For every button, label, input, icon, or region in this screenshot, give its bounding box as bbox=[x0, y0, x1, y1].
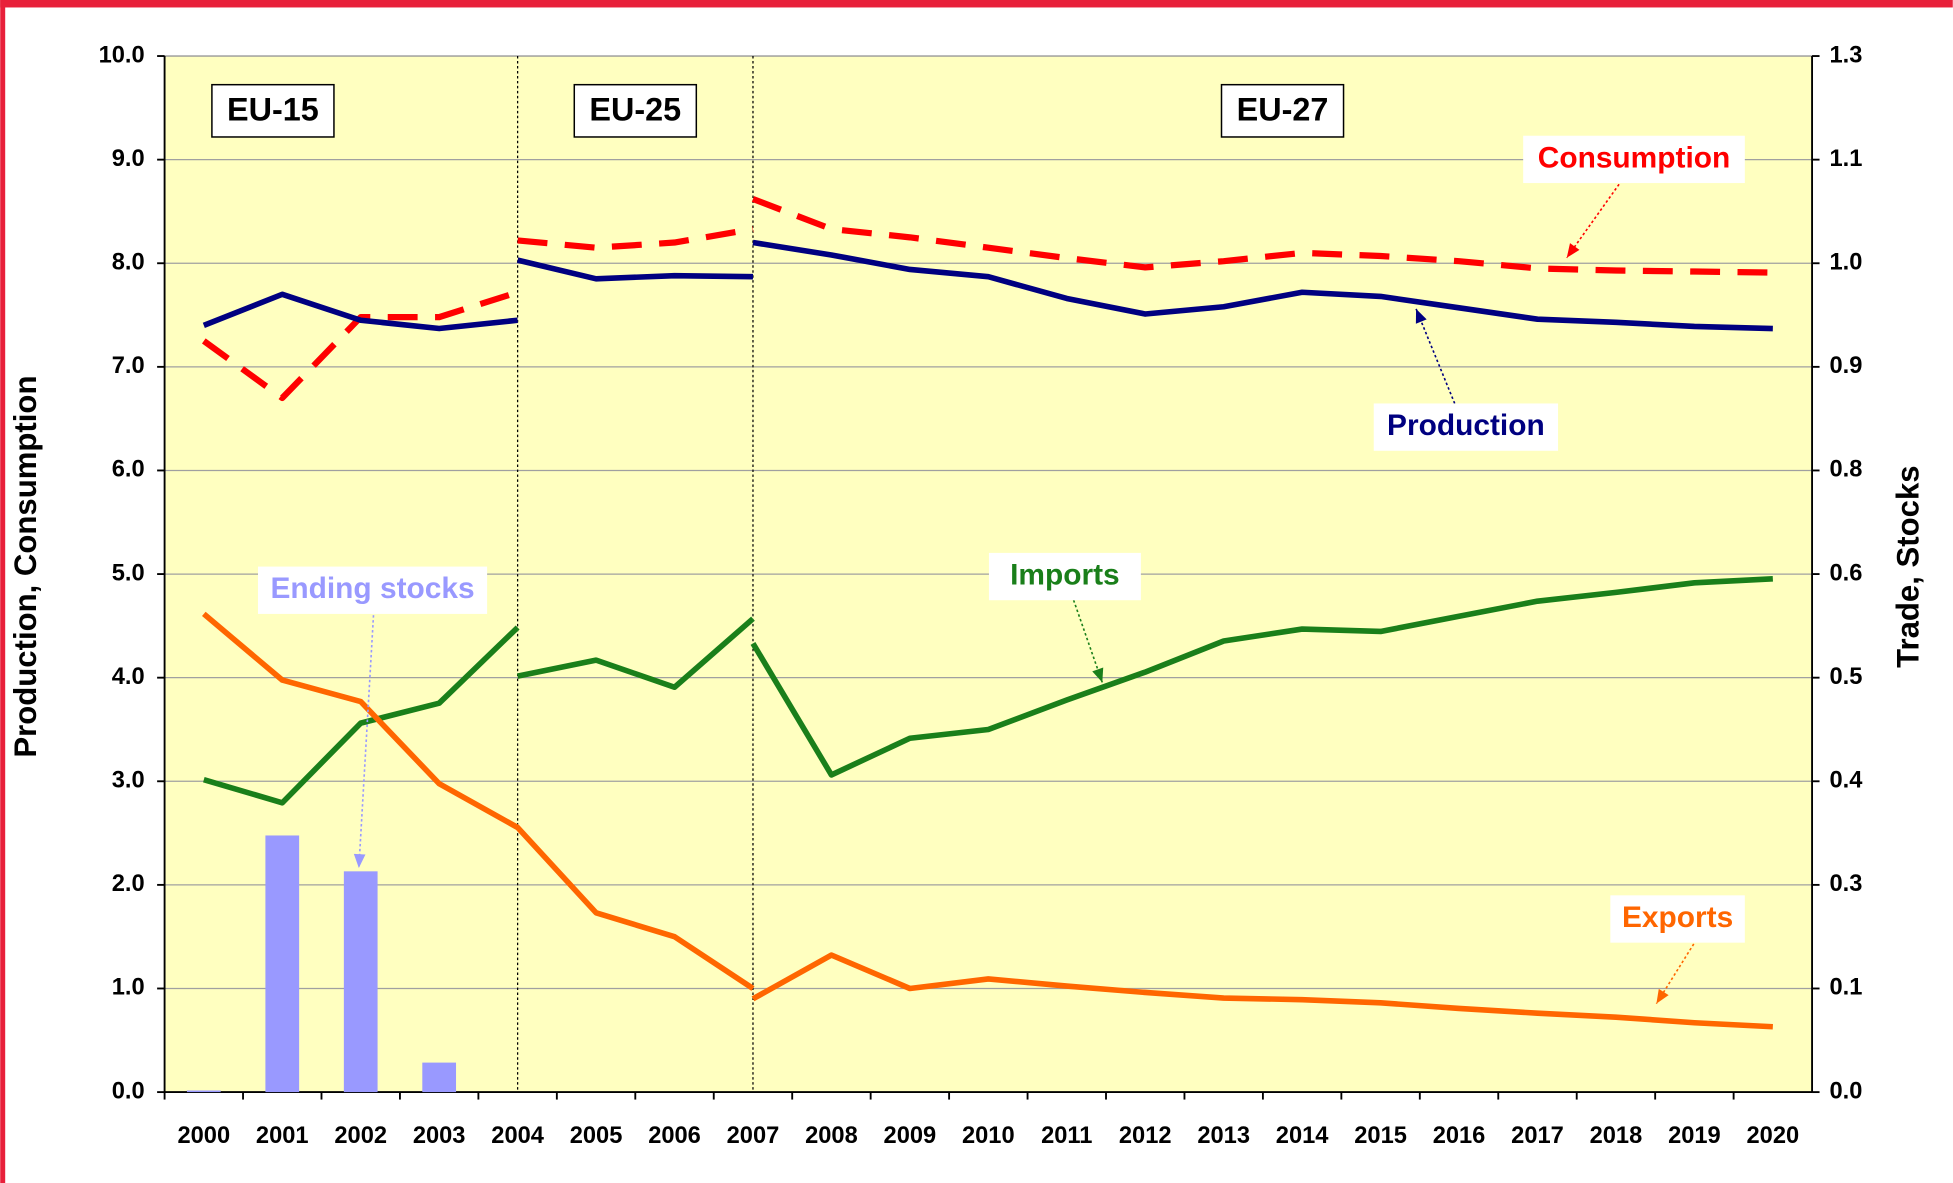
annotation-box bbox=[988, 552, 1141, 601]
y-tick-label: 8.0 bbox=[112, 249, 145, 275]
y2-tick-label: 0.8 bbox=[1830, 457, 1863, 483]
bar bbox=[186, 1090, 221, 1093]
series-line bbox=[202, 239, 1773, 332]
annotation-box bbox=[1610, 895, 1745, 943]
annotation-arrow bbox=[358, 610, 375, 868]
x-tick-label: 2008 bbox=[805, 1123, 858, 1149]
y2-tick-label: 0.5 bbox=[1830, 664, 1863, 690]
frame-top bbox=[0, 0, 1953, 8]
annotation-arrowhead bbox=[1092, 667, 1104, 683]
series-annotation: Production bbox=[1387, 409, 1545, 442]
bar bbox=[343, 871, 378, 1093]
y2-tick-label: 0.6 bbox=[1830, 560, 1863, 586]
series-annotation: Ending stocks bbox=[270, 572, 474, 605]
x-tick-label: 2000 bbox=[177, 1123, 230, 1149]
bar bbox=[422, 1062, 457, 1093]
annotation-arrowhead bbox=[1566, 243, 1580, 258]
y-tick-label: 0.0 bbox=[112, 1078, 145, 1104]
x-tick-label: 2011 bbox=[1041, 1123, 1092, 1149]
y2-tick-label: 0.3 bbox=[1830, 871, 1863, 897]
x-tick-label: 2020 bbox=[1747, 1123, 1800, 1149]
x-tick-label: 2007 bbox=[727, 1123, 780, 1149]
series-annotation: Exports bbox=[1622, 901, 1733, 934]
y2-tick-label: 0.0 bbox=[1830, 1078, 1863, 1104]
annotation-arrow bbox=[1566, 183, 1620, 259]
bar bbox=[265, 835, 300, 1093]
x-tick-label: 2013 bbox=[1197, 1123, 1250, 1149]
y-tick-label: 9.0 bbox=[112, 146, 145, 172]
x-tick-label: 2004 bbox=[491, 1123, 544, 1149]
y2-tick-label: 1.1 bbox=[1830, 146, 1863, 172]
series-line bbox=[201, 196, 1773, 402]
y-tick-label: 10.0 bbox=[99, 42, 145, 68]
region-label: EU-25 bbox=[589, 92, 681, 128]
region-label: EU-27 bbox=[1237, 92, 1329, 128]
annotation-box bbox=[1373, 403, 1559, 451]
x-tick-label: 2016 bbox=[1433, 1123, 1486, 1149]
x-tick-label: 2006 bbox=[648, 1123, 701, 1149]
x-tick-label: 2010 bbox=[962, 1123, 1015, 1149]
x-tick-label: 2009 bbox=[884, 1123, 937, 1149]
frame-left bbox=[0, 0, 6, 1183]
x-tick-label: 2005 bbox=[570, 1123, 623, 1149]
region-box bbox=[573, 83, 698, 138]
y2-tick-label: 0.1 bbox=[1830, 975, 1863, 1001]
x-tick-label: 2017 bbox=[1511, 1123, 1564, 1149]
y-tick-label: 6.0 bbox=[112, 457, 145, 483]
annotation-box bbox=[257, 566, 488, 614]
series-line bbox=[203, 576, 1773, 806]
series-annotation: Imports bbox=[1010, 558, 1120, 591]
series-annotation: Consumption bbox=[1538, 141, 1731, 174]
y2-tick-label: 0.9 bbox=[1830, 353, 1863, 379]
y-tick-label: 3.0 bbox=[112, 768, 145, 794]
region-box bbox=[1220, 83, 1345, 138]
annotation-arrow bbox=[1415, 308, 1456, 404]
annotation-arrowhead bbox=[1656, 988, 1669, 1004]
x-tick-label: 2014 bbox=[1276, 1123, 1329, 1149]
y-tick-label: 4.0 bbox=[112, 664, 145, 690]
series-line bbox=[202, 611, 1773, 1030]
x-tick-label: 2012 bbox=[1119, 1123, 1172, 1149]
y2-tick-label: 1.3 bbox=[1830, 42, 1863, 68]
y-tick-label: 5.0 bbox=[112, 560, 145, 586]
x-tick-label: 2002 bbox=[334, 1123, 387, 1149]
y-tick-label: 1.0 bbox=[112, 975, 145, 1001]
y2-axis-label: Trade, Stocks bbox=[1891, 465, 1926, 667]
x-tick-label: 2001 bbox=[256, 1123, 309, 1149]
y-axis-label: Production, Consumption bbox=[8, 376, 43, 758]
x-tick-label: 2015 bbox=[1354, 1123, 1407, 1149]
region-box bbox=[211, 83, 335, 138]
x-tick-label: 2018 bbox=[1590, 1123, 1643, 1149]
x-tick-label: 2003 bbox=[413, 1123, 466, 1149]
annotation-arrowhead bbox=[1415, 308, 1427, 324]
annotation-arrow bbox=[1655, 943, 1695, 1005]
annotation-arrowhead bbox=[353, 853, 366, 868]
annotation-box bbox=[1523, 135, 1745, 184]
y2-tick-label: 1.0 bbox=[1830, 249, 1863, 275]
y-tick-label: 7.0 bbox=[112, 353, 145, 379]
region-label: EU-15 bbox=[227, 92, 319, 128]
x-tick-label: 2019 bbox=[1668, 1123, 1721, 1149]
y2-tick-label: 0.4 bbox=[1830, 768, 1864, 794]
y-tick-label: 2.0 bbox=[112, 871, 145, 897]
